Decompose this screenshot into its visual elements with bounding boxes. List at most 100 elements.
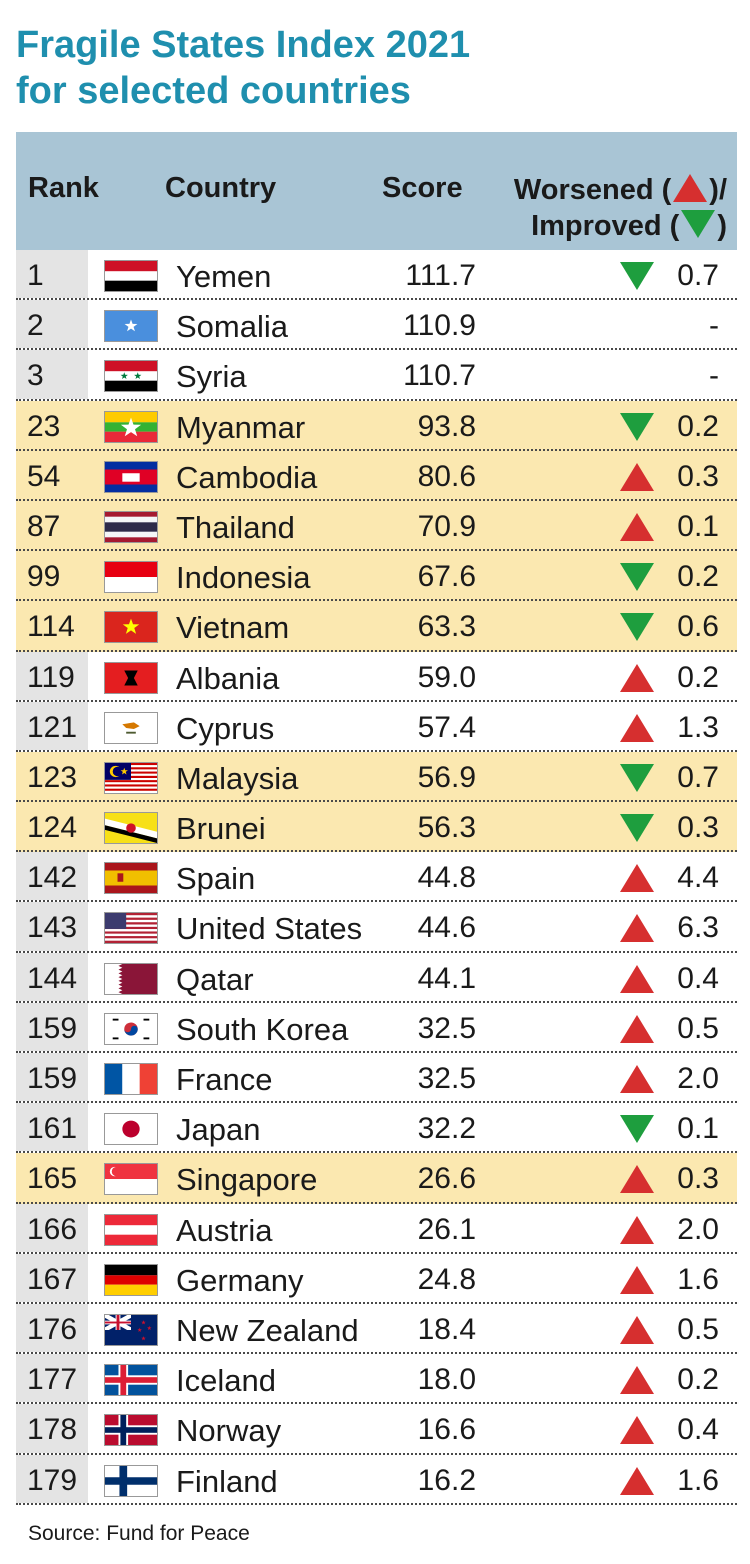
worsened-triangle-icon: [619, 1064, 655, 1094]
country-name: Austria: [176, 1213, 272, 1249]
improved-triangle-icon: [619, 813, 655, 843]
worsened-triangle-icon: [619, 964, 655, 994]
rank-value: 119: [27, 661, 75, 695]
singapore-flag-icon: [104, 1163, 158, 1195]
header-country: Country: [165, 172, 276, 205]
yemen-flag-graphic: [105, 261, 157, 291]
brunei-flag-graphic: [105, 813, 157, 843]
country-name: Yemen: [176, 259, 271, 295]
cyprus-flag-graphic: [105, 713, 157, 743]
finland-flag-graphic: [105, 1466, 157, 1496]
vietnam-flag-graphic: [105, 612, 157, 642]
change-value: 0.1: [677, 510, 719, 544]
worsened-triangle-icon: [619, 1014, 655, 1044]
rank-value: 123: [27, 761, 77, 795]
header-rank: Rank: [28, 172, 99, 205]
table-row: 166 Austria 26.1 2.0: [16, 1204, 737, 1254]
score-value: 110.7: [396, 359, 476, 393]
worsened-triangle-icon: [619, 1315, 655, 1345]
rank-value: 166: [27, 1213, 77, 1247]
table-row: 87 Thailand 70.9 0.1: [16, 501, 737, 551]
rank-value: 176: [27, 1313, 77, 1347]
rank-value: 142: [27, 861, 77, 895]
rank-value: 3: [27, 359, 44, 393]
norway-flag-graphic: [105, 1415, 157, 1445]
worsened-triangle-icon: [619, 1365, 655, 1395]
change-value: 0.5: [677, 1012, 719, 1046]
table-row: 114 Vietnam 63.3 0.6: [16, 601, 737, 651]
change-value: 6.3: [677, 911, 719, 945]
country-name: Cyprus: [176, 711, 274, 747]
table-row: 23 Myanmar 93.8 0.2: [16, 401, 737, 451]
header-worsened-text: Worsened (: [514, 174, 671, 206]
rank-value: 124: [27, 811, 77, 845]
albania-flag-icon: [104, 662, 158, 694]
country-name: United States: [176, 911, 362, 947]
source-note: Source: Fund for Peace: [28, 1522, 250, 1546]
down-triangle-icon: [619, 1114, 655, 1144]
vietnam-flag-icon: [104, 611, 158, 643]
improved-triangle-icon: [619, 261, 655, 291]
change-value: 0.4: [677, 962, 719, 996]
score-value: 26.6: [396, 1162, 476, 1196]
table-row: 3 Syria 110.7-: [16, 350, 737, 400]
table-row: 123 Malaysia 56.9 0.7: [16, 752, 737, 802]
japan-flag-icon: [104, 1113, 158, 1145]
improved-triangle-icon: [619, 562, 655, 592]
score-value: 26.1: [396, 1213, 476, 1247]
improved-triangle-icon: [619, 1114, 655, 1144]
score-value: 56.3: [396, 811, 476, 845]
rank-value: 2: [27, 309, 44, 343]
down-triangle-icon: [619, 763, 655, 793]
rank-value: 159: [27, 1012, 77, 1046]
header-score: Score: [382, 172, 463, 205]
rank-value: 99: [27, 560, 60, 594]
worsened-triangle-icon: [619, 1164, 655, 1194]
score-value: 110.9: [396, 309, 476, 343]
change-value: 0.6: [677, 610, 719, 644]
country-name: Japan: [176, 1112, 260, 1148]
thailand-flag-graphic: [105, 512, 157, 542]
title-line-2: for selected countries: [16, 68, 470, 114]
up-triangle-icon: [619, 1014, 655, 1044]
change-value: 2.0: [677, 1062, 719, 1096]
worsened-triangle-icon: [619, 663, 655, 693]
score-value: 44.1: [396, 962, 476, 996]
country-name: Myanmar: [176, 410, 305, 446]
header-worsened-close: )/: [709, 174, 727, 206]
qatar-flag-icon: [104, 963, 158, 995]
rank-value: 177: [27, 1363, 77, 1397]
country-name: Syria: [176, 359, 247, 395]
rank-value: 121: [27, 711, 77, 745]
rank-value: 54: [27, 460, 60, 494]
indonesia-flag-graphic: [105, 562, 157, 592]
rank-value: 159: [27, 1062, 77, 1096]
score-value: 56.9: [396, 761, 476, 795]
austria-flag-icon: [104, 1214, 158, 1246]
finland-flag-icon: [104, 1465, 158, 1497]
france-flag-graphic: [105, 1064, 157, 1094]
up-triangle-icon: [619, 1466, 655, 1496]
change-value: -: [709, 309, 719, 343]
table-row: 165 Singapore 26.6 0.3: [16, 1153, 737, 1203]
table-row: 1 Yemen 111.7 0.7: [16, 250, 737, 300]
title-line-1: Fragile States Index 2021: [16, 22, 470, 68]
up-triangle-icon: [619, 1415, 655, 1445]
southkorea-flag-icon: [104, 1013, 158, 1045]
somalia-flag-graphic: [105, 311, 157, 341]
table-body: 1 Yemen 111.7 0.7 2 Somalia 110.9-3 Syria 110.7-…: [16, 250, 737, 1505]
down-triangle-icon: [619, 261, 655, 291]
header-worsened: Worsened ( )/: [514, 172, 727, 208]
rank-value: 144: [27, 962, 77, 996]
malaysia-flag-graphic: [105, 763, 157, 793]
worsened-triangle-icon: [619, 713, 655, 743]
up-triangle-icon: [619, 663, 655, 693]
score-value: 44.8: [396, 861, 476, 895]
change-value: 0.3: [677, 460, 719, 494]
qatar-flag-graphic: [105, 964, 157, 994]
country-name: Indonesia: [176, 560, 310, 596]
table-row: 159 France 32.5 2.0: [16, 1053, 737, 1103]
score-value: 70.9: [396, 510, 476, 544]
country-name: Thailand: [176, 510, 295, 546]
table-row: 177 Iceland 18.0 0.2: [16, 1354, 737, 1404]
